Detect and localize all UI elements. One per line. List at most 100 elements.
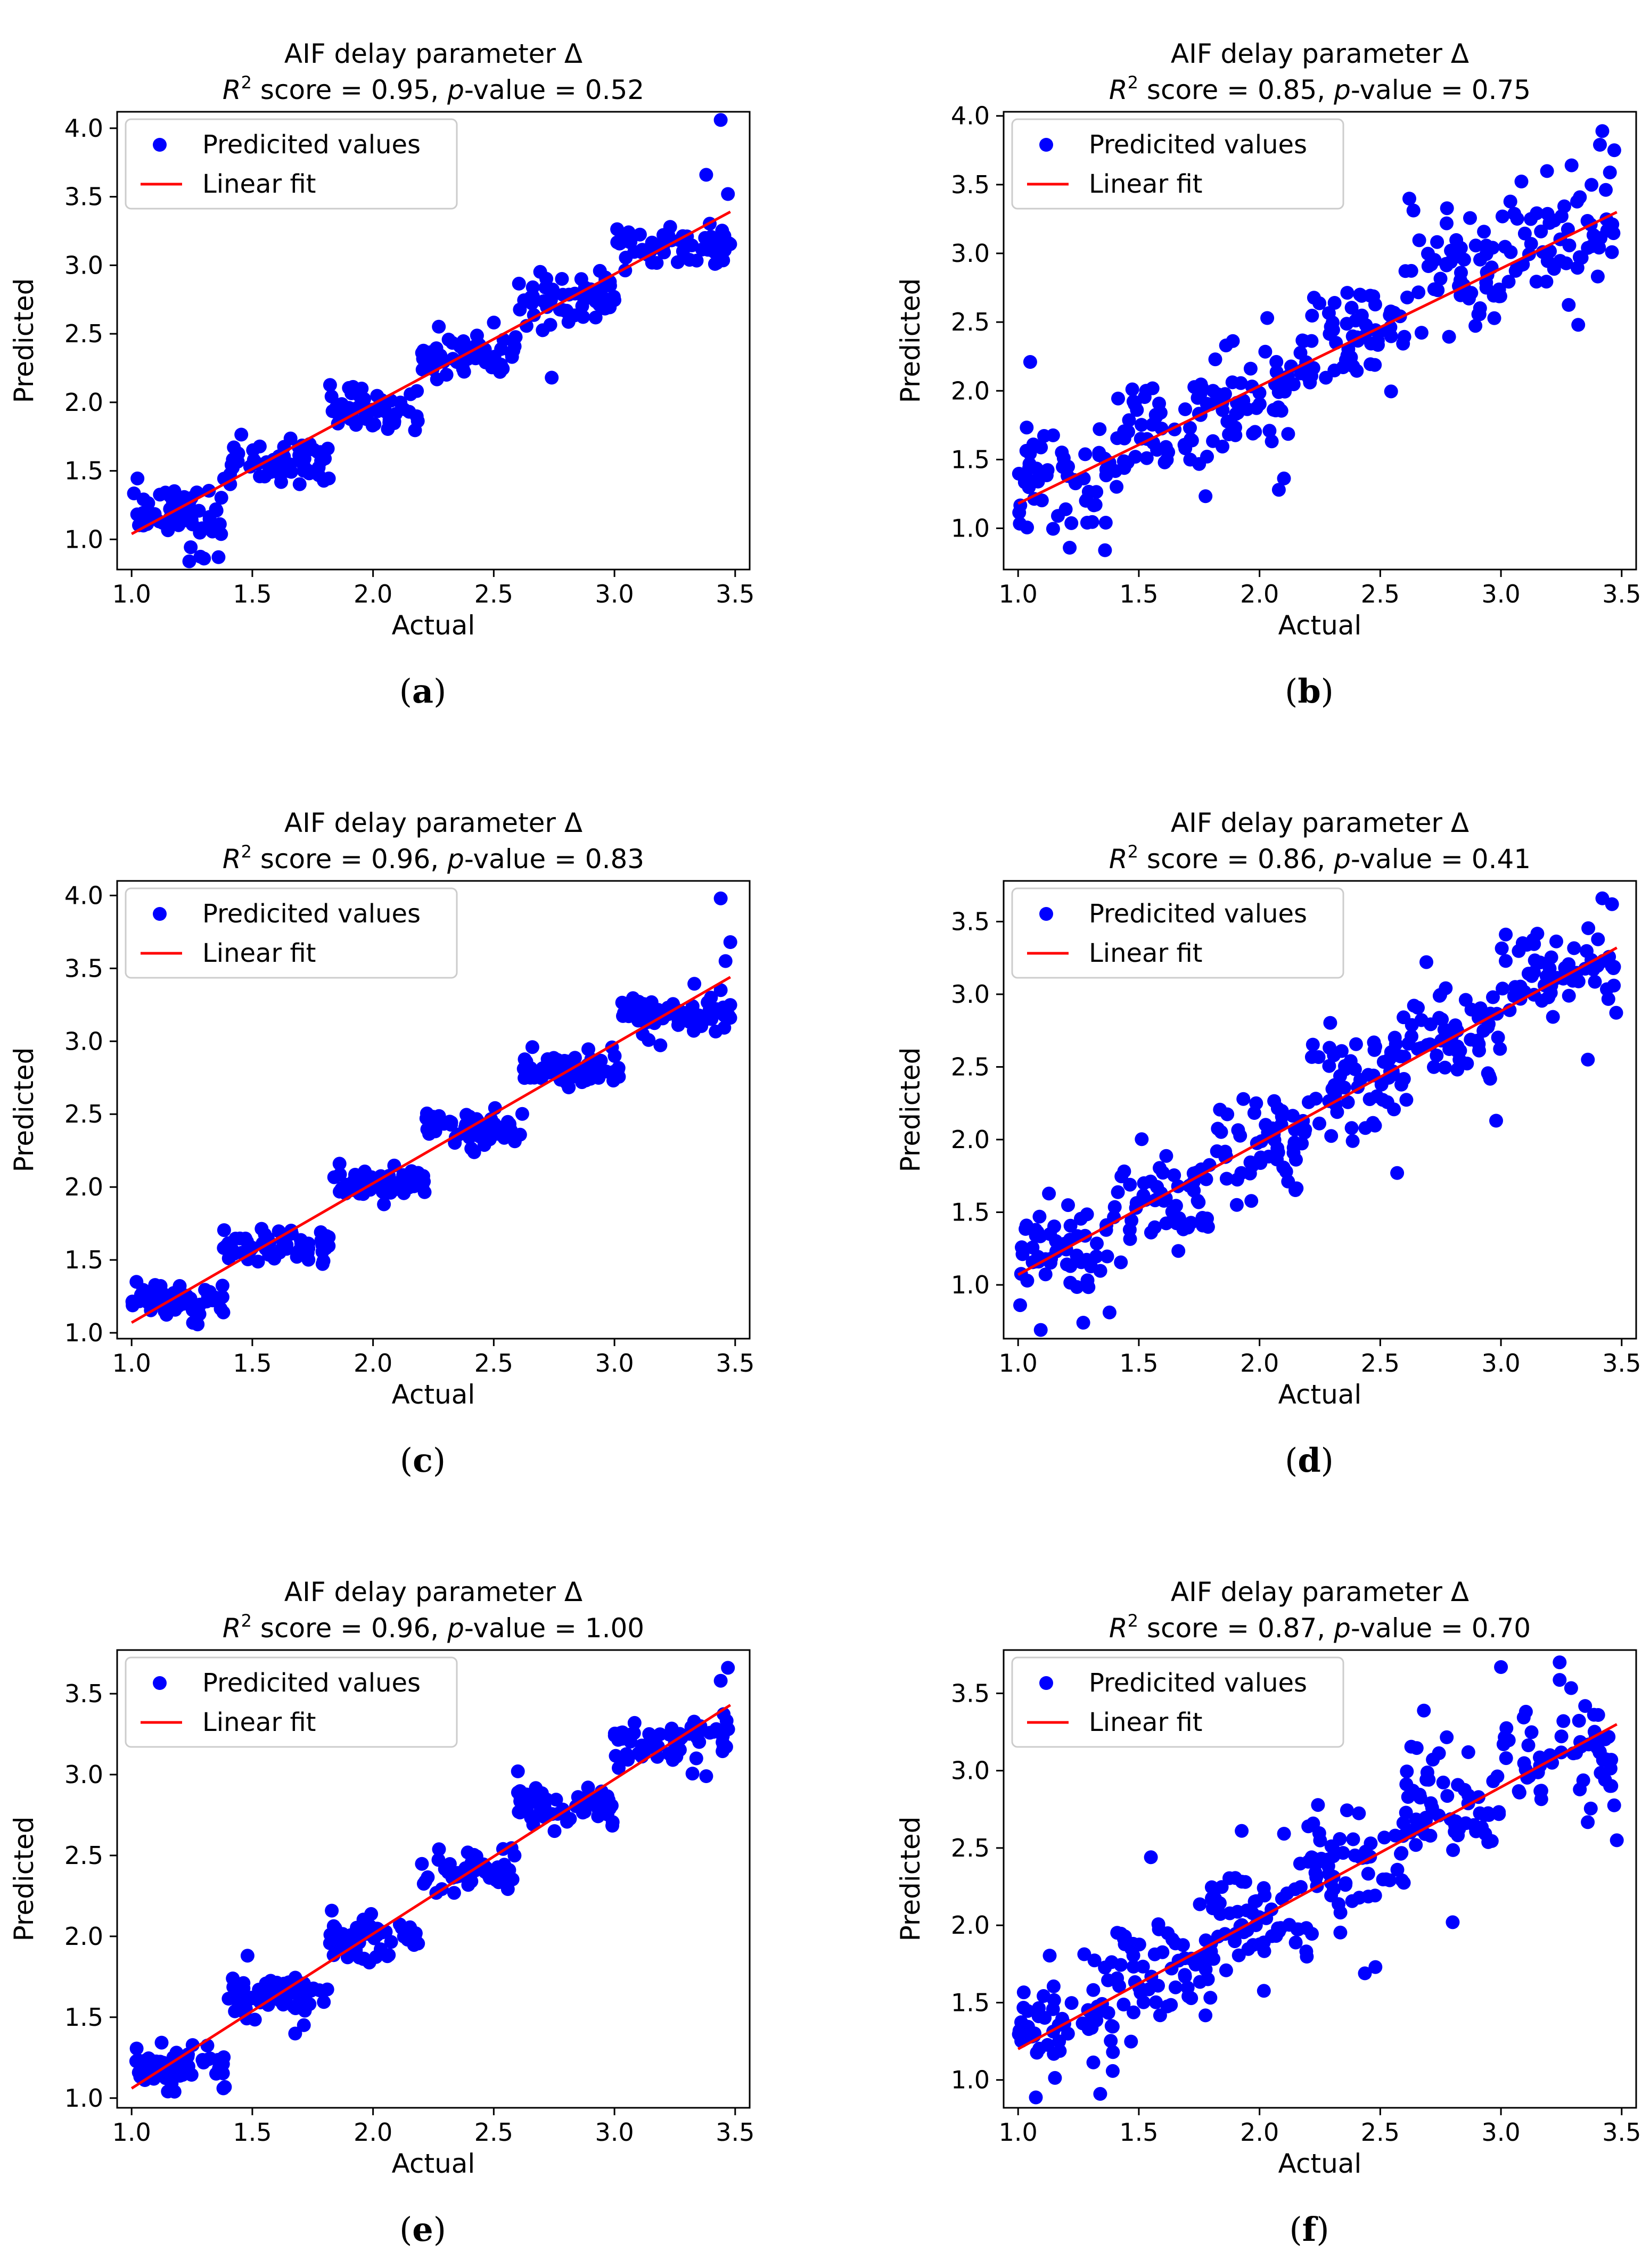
data-point	[690, 1731, 704, 1745]
data-point	[1305, 309, 1319, 323]
data-point	[1370, 1089, 1384, 1103]
caption-close-paren: )	[1321, 672, 1334, 711]
data-point	[679, 237, 693, 252]
data-point	[1358, 1966, 1372, 1981]
data-point	[1345, 1894, 1359, 1908]
legend-marker-points	[153, 138, 167, 152]
data-point	[1414, 326, 1429, 340]
y-tick-label: 2.0	[951, 376, 990, 405]
data-point	[1020, 420, 1034, 435]
data-point	[1147, 1947, 1162, 1961]
data-point	[126, 1298, 140, 1313]
scatter-points	[129, 1661, 735, 2099]
data-point	[1448, 1018, 1463, 1033]
data-point	[1254, 1150, 1268, 1165]
data-point	[1580, 944, 1594, 958]
data-point	[1540, 207, 1555, 221]
scatter-points	[125, 891, 737, 1332]
data-point	[1585, 178, 1599, 192]
chart-title: AIF delay parameter Δ	[1171, 1577, 1469, 1607]
data-point	[1570, 194, 1584, 209]
linear-fit-line	[130, 1704, 732, 2090]
subtitle-p-symbol: p	[1333, 75, 1351, 105]
data-point	[327, 1170, 341, 1184]
data-point	[1440, 1789, 1455, 1803]
data-point	[713, 983, 728, 997]
data-point	[1104, 2034, 1118, 2048]
data-point	[234, 427, 249, 442]
data-point	[1344, 350, 1358, 365]
data-point	[1060, 1257, 1074, 1272]
data-point	[1427, 282, 1441, 296]
legend: Predicited values Linear fit	[125, 1656, 458, 1748]
data-point	[1125, 382, 1139, 397]
data-point	[1398, 264, 1413, 278]
data-point	[323, 378, 337, 392]
data-point	[1281, 427, 1295, 441]
data-point	[505, 1872, 520, 1886]
data-point	[1368, 1888, 1382, 1903]
data-point	[1495, 941, 1509, 955]
data-point	[1581, 241, 1595, 255]
data-point	[1524, 237, 1538, 251]
caption-open-paren: (	[1289, 2210, 1302, 2249]
data-point	[1306, 361, 1320, 375]
data-point	[1228, 1871, 1243, 1885]
x-tick-label: 2.5	[1361, 1349, 1400, 1378]
caption-letter: f	[1302, 2210, 1318, 2249]
data-point	[315, 1244, 330, 1259]
data-point	[297, 2018, 311, 2032]
x-tick-label: 1.0	[112, 1349, 151, 1378]
data-point	[298, 2003, 312, 2018]
data-point	[1556, 1714, 1571, 1728]
data-point	[1438, 1060, 1452, 1075]
data-point	[1126, 1948, 1140, 1962]
data-point	[633, 227, 647, 242]
data-point	[1178, 402, 1192, 416]
data-point	[1085, 515, 1099, 529]
subtitle-r-symbol: R	[223, 75, 241, 105]
data-point	[1499, 1721, 1514, 1735]
legend-box	[1011, 1656, 1344, 1748]
data-point	[1344, 301, 1359, 315]
data-point	[504, 1123, 518, 1137]
data-point	[1591, 932, 1605, 946]
data-point	[512, 276, 526, 291]
legend-label-points: Predicited values	[202, 130, 421, 160]
data-point	[523, 1064, 537, 1078]
data-point	[129, 2041, 144, 2056]
data-point	[687, 977, 702, 991]
data-point	[1101, 2006, 1115, 2020]
data-point	[1013, 1298, 1027, 1313]
data-point	[642, 1727, 656, 1741]
data-point	[377, 1197, 391, 1211]
data-point	[1269, 354, 1284, 369]
data-point	[1367, 1043, 1382, 1057]
plot-frame	[116, 880, 751, 1340]
data-point	[236, 1981, 251, 1995]
data-point	[378, 1184, 392, 1198]
data-point	[1122, 413, 1136, 427]
data-point	[1380, 1095, 1394, 1109]
data-point	[1495, 209, 1509, 224]
data-point	[1487, 311, 1501, 325]
data-point	[1111, 1185, 1125, 1199]
data-point	[447, 1886, 461, 1900]
chart-subtitle: R2 score = 0.96, p-value = 0.83	[223, 842, 644, 875]
linear-fit-line	[1017, 211, 1618, 505]
plot-frame	[1003, 111, 1637, 571]
data-point	[581, 1780, 595, 1795]
x-tick-label: 3.5	[1602, 1349, 1641, 1378]
data-point	[698, 231, 712, 245]
data-point	[1603, 218, 1618, 233]
data-point	[1457, 252, 1471, 267]
data-point	[612, 1761, 626, 1775]
data-point	[1114, 1958, 1128, 1972]
data-point	[1590, 269, 1605, 284]
data-point	[1204, 1880, 1219, 1894]
data-point	[1187, 1183, 1201, 1198]
legend: Predicited values Linear fit	[1011, 118, 1344, 210]
legend-label-line: Linear fit	[202, 938, 316, 968]
data-point	[240, 1949, 255, 1963]
data-point	[1607, 960, 1621, 974]
